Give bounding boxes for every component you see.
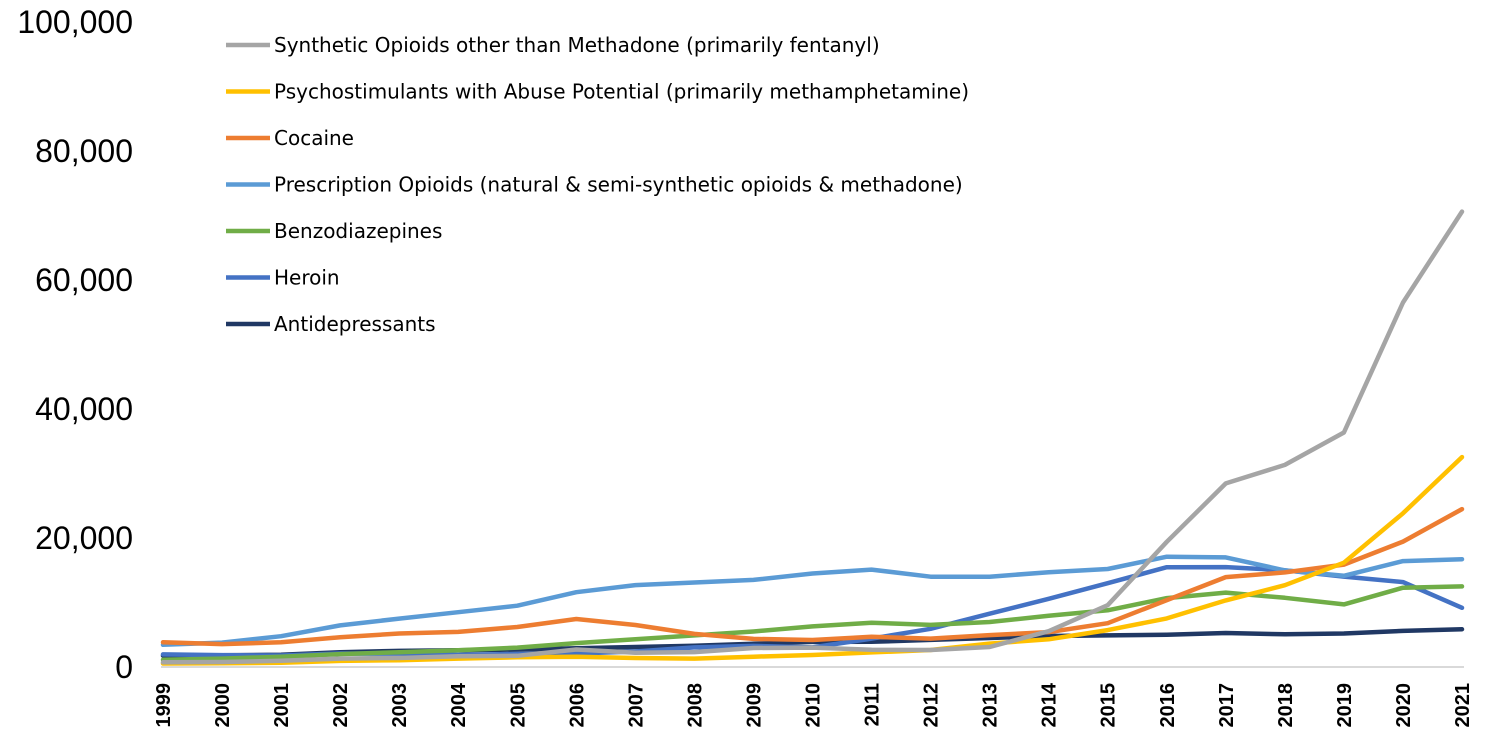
legend-label: Cocaine [274,126,354,150]
x-tick-label: 2014 [1039,682,1061,727]
series-line [160,554,1465,648]
x-tick-label: 2001 [271,683,293,728]
legend-label: Psychostimulants with Abuse Potential (p… [274,80,969,104]
x-tick-label: 1999 [153,683,175,728]
x-tick-label: 2004 [448,682,470,727]
x-tick-label: 2016 [1157,683,1179,728]
x-tick-label: 2005 [507,683,529,728]
y-axis: 0 20,000 40,000 60,000 80,000 100,000 [17,4,133,685]
x-tick-label: 2006 [566,683,588,728]
x-tick-label: 2013 [980,683,1002,728]
x-tick-label: 2008 [684,683,706,728]
legend: Synthetic Opioids other than Methadone (… [226,33,969,336]
x-tick-label: 2021 [1452,683,1474,728]
y-tick-label: 60,000 [35,262,133,298]
series-line [160,209,1465,665]
legend-label: Prescription Opioids (natural & semi-syn… [274,173,963,197]
x-tick-label: 2000 [212,683,234,728]
legend-label: Synthetic Opioids other than Methadone (… [274,33,880,57]
y-tick-label: 80,000 [35,133,133,169]
x-tick-label: 2007 [625,683,647,728]
x-tick-label: 2002 [330,683,352,728]
y-tick-label: 40,000 [35,391,133,427]
legend-label: Antidepressants [274,312,436,336]
legend-label: Heroin [274,266,340,290]
x-tick-label: 2003 [389,683,411,728]
y-tick-label: 100,000 [17,4,133,40]
x-tick-label: 2010 [803,683,825,728]
x-tick-label: 2009 [743,683,765,728]
x-tick-label: 2019 [1334,683,1356,728]
y-tick-label: 20,000 [35,520,133,556]
series-line [160,506,1465,647]
x-tick-label: 2011 [862,683,884,726]
series-lines [160,209,1465,666]
x-tick-label: 2015 [1098,683,1120,728]
legend-label: Benzodiazepines [274,219,442,243]
x-tick-label: 2017 [1216,683,1238,728]
x-axis: 1999 2000 2001 2002 2003 2004 2005 2006 2007 2008… [153,666,1474,728]
y-tick-label: 0 [115,649,133,685]
x-tick-label: 2018 [1275,683,1297,728]
x-tick-label: 2012 [921,683,943,728]
x-tick-label: 2020 [1393,683,1415,728]
